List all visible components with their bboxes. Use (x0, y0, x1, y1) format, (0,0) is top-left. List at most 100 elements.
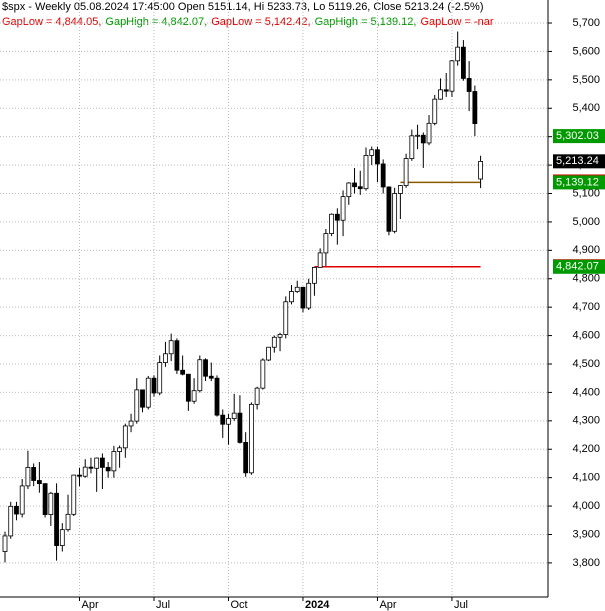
candle-body (415, 134, 420, 137)
candle-body (369, 149, 375, 156)
candle-body (197, 359, 203, 392)
candle-body (317, 252, 323, 268)
candle-body (397, 185, 403, 194)
y-tick-label: 5,500 (572, 74, 600, 86)
candle-body (460, 46, 466, 79)
candle-body (420, 134, 426, 144)
candle-body (71, 474, 77, 515)
y-tick-label: 3,800 (572, 557, 600, 569)
legend-entry: GapLow = 4,844.05, (2, 16, 101, 28)
candle-body (443, 89, 449, 92)
candle-body (334, 213, 340, 221)
candle-body (220, 414, 226, 425)
y-tick-label: 4,500 (572, 358, 600, 370)
legend-entry: GapLow = 5,142.42, (211, 16, 310, 28)
y-tick-label: 5,100 (572, 187, 600, 199)
candle-body (36, 480, 42, 485)
price-label: 5,302.03 (556, 130, 599, 142)
y-tick-label: 4,300 (572, 415, 600, 427)
candle-body (128, 420, 134, 427)
candle-body (455, 46, 461, 62)
x-tick-label: Apr (81, 599, 98, 611)
price-label: 5,139.12 (556, 176, 599, 188)
candle-body (375, 149, 380, 165)
y-tick-label: 5,700 (572, 17, 600, 29)
price-label-box (553, 154, 605, 169)
candle-body (8, 505, 14, 537)
candle-body (237, 412, 243, 443)
candle-body (380, 163, 386, 188)
candle-body (323, 233, 329, 254)
candle-body (157, 362, 163, 394)
candle-body (31, 467, 37, 481)
candle-body (472, 91, 478, 125)
candle-body (329, 213, 335, 234)
legend-entry: GapHigh = 5,139.12, (315, 16, 417, 28)
candle-body (266, 346, 271, 361)
legend-entry: GapLow = -nar (420, 16, 493, 28)
candle-body (386, 186, 392, 232)
candle-body (283, 301, 289, 335)
y-tick-label: 4,200 (572, 443, 600, 455)
candle-body (466, 78, 472, 92)
candle-body (363, 155, 369, 190)
candle-body (243, 442, 249, 474)
y-tick-label: 4,700 (572, 301, 600, 313)
price-label-box (553, 129, 605, 144)
candle-body (426, 122, 432, 144)
candle-body (105, 467, 111, 472)
x-tick-label: Jul (454, 599, 468, 611)
chart-title: $spx - Weekly 05.08.2024 17:45:00 Open 5… (2, 1, 483, 13)
candle-body (277, 334, 283, 338)
candle-body (2, 535, 8, 552)
candle-body (88, 466, 94, 469)
x-tick-label: Apr (379, 599, 396, 611)
candle-body (478, 160, 483, 180)
candle-body (111, 451, 117, 472)
candle-body (19, 485, 25, 515)
legend: GapLow = 4,844.05, GapHigh = 4,842.07, Gap… (2, 16, 494, 28)
candle-body (403, 158, 409, 186)
candle-body (214, 377, 220, 416)
y-tick-label: 4,400 (572, 386, 600, 398)
legend-entry: GapHigh = 4,842.07, (105, 16, 207, 28)
candle-body (306, 282, 312, 309)
candle-body (191, 390, 197, 402)
candle-body (122, 425, 128, 449)
candle-body (352, 182, 357, 188)
candle-body (409, 135, 415, 159)
candle-body (260, 359, 266, 389)
price-label: 5,213.24 (556, 155, 599, 167)
price-label-box (553, 175, 605, 190)
candle-body (203, 359, 208, 377)
candle-body (82, 466, 88, 477)
candle-body (340, 196, 346, 221)
candle-body (140, 389, 145, 408)
candle-body (208, 375, 214, 379)
candle-body (163, 353, 168, 363)
x-tick-label: 2024 (305, 599, 330, 611)
candle-body (185, 373, 191, 402)
y-tick-label: 5,600 (572, 45, 600, 57)
candle-body (449, 60, 455, 92)
candle-body (174, 340, 180, 371)
candle-body (168, 340, 174, 355)
x-tick-label: Jul (156, 599, 170, 611)
candle-body (312, 266, 317, 284)
y-tick-label: 4,100 (572, 472, 600, 484)
candle-body (346, 182, 352, 198)
candle-body (271, 336, 277, 348)
y-tick-label: 4,600 (572, 329, 600, 341)
candle-body (226, 418, 231, 425)
candle-body (100, 457, 105, 468)
candle-body (151, 377, 157, 394)
price-label: 4,842.07 (556, 261, 599, 273)
candle-body (248, 403, 254, 474)
y-tick-label: 3,900 (572, 528, 600, 540)
price-label-box (553, 259, 605, 274)
candle-body (117, 447, 122, 452)
y-tick-label: 5,000 (572, 216, 600, 228)
candle-body (300, 286, 306, 309)
candle-body (77, 474, 82, 477)
candle-body (357, 186, 363, 190)
